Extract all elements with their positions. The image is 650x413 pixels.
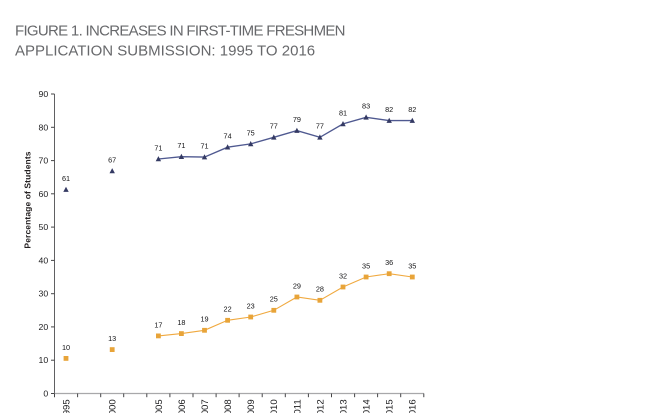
- svg-text:80: 80: [39, 122, 49, 132]
- svg-text:50: 50: [39, 222, 49, 232]
- svg-text:17: 17: [154, 320, 162, 329]
- svg-text:83: 83: [362, 102, 370, 111]
- svg-text:40: 40: [39, 255, 49, 265]
- svg-text:77: 77: [316, 122, 324, 131]
- svg-text:67: 67: [108, 155, 116, 164]
- svg-text:2010: 2010: [269, 399, 280, 413]
- svg-text:71: 71: [154, 143, 162, 152]
- svg-text:1995: 1995: [61, 399, 72, 413]
- svg-text:30: 30: [39, 289, 49, 299]
- svg-text:75: 75: [247, 128, 255, 137]
- svg-text:74: 74: [224, 132, 232, 141]
- svg-text:FIGURE 1. INCREASES IN FIRST-T: FIGURE 1. INCREASES IN FIRST-TIME FRESHM…: [15, 23, 345, 40]
- svg-text:2000: 2000: [108, 399, 119, 413]
- svg-text:2013: 2013: [338, 399, 349, 413]
- svg-text:2011: 2011: [292, 399, 303, 413]
- svg-text:2006: 2006: [177, 399, 188, 413]
- svg-text:79: 79: [293, 115, 301, 124]
- svg-text:77: 77: [270, 122, 278, 131]
- svg-text:71: 71: [200, 142, 208, 151]
- svg-text:2014: 2014: [362, 399, 373, 413]
- svg-text:Percentage of Students: Percentage of Students: [23, 151, 33, 248]
- svg-text:70: 70: [39, 156, 49, 166]
- svg-text:2015: 2015: [385, 399, 396, 413]
- svg-text:13: 13: [108, 334, 116, 343]
- svg-text:10: 10: [62, 343, 70, 352]
- svg-text:2007: 2007: [200, 399, 211, 413]
- svg-text:18: 18: [177, 318, 185, 327]
- svg-text:22: 22: [224, 305, 232, 314]
- svg-text:82: 82: [385, 105, 393, 114]
- svg-text:APPLICATION SUBMISSION: 1995 T: APPLICATION SUBMISSION: 1995 TO 2016: [15, 43, 315, 60]
- svg-text:81: 81: [339, 108, 347, 117]
- svg-text:71: 71: [177, 141, 185, 150]
- svg-text:2016: 2016: [408, 399, 419, 413]
- svg-text:61: 61: [62, 174, 70, 183]
- svg-text:10: 10: [39, 355, 49, 365]
- svg-text:35: 35: [408, 261, 416, 270]
- svg-text:35: 35: [362, 261, 370, 270]
- svg-text:36: 36: [385, 258, 393, 267]
- svg-text:29: 29: [293, 281, 301, 290]
- svg-text:20: 20: [39, 322, 49, 332]
- svg-text:2005: 2005: [154, 399, 165, 413]
- svg-text:28: 28: [316, 285, 324, 294]
- svg-text:32: 32: [339, 271, 347, 280]
- svg-text:25: 25: [270, 295, 278, 304]
- svg-text:2008: 2008: [223, 399, 234, 413]
- svg-text:19: 19: [200, 315, 208, 324]
- svg-text:23: 23: [247, 301, 255, 310]
- svg-text:2012: 2012: [315, 399, 326, 413]
- svg-text:60: 60: [39, 189, 49, 199]
- svg-text:90: 90: [39, 89, 49, 99]
- svg-text:0: 0: [43, 389, 48, 399]
- svg-text:82: 82: [408, 105, 416, 114]
- svg-text:2009: 2009: [246, 399, 257, 413]
